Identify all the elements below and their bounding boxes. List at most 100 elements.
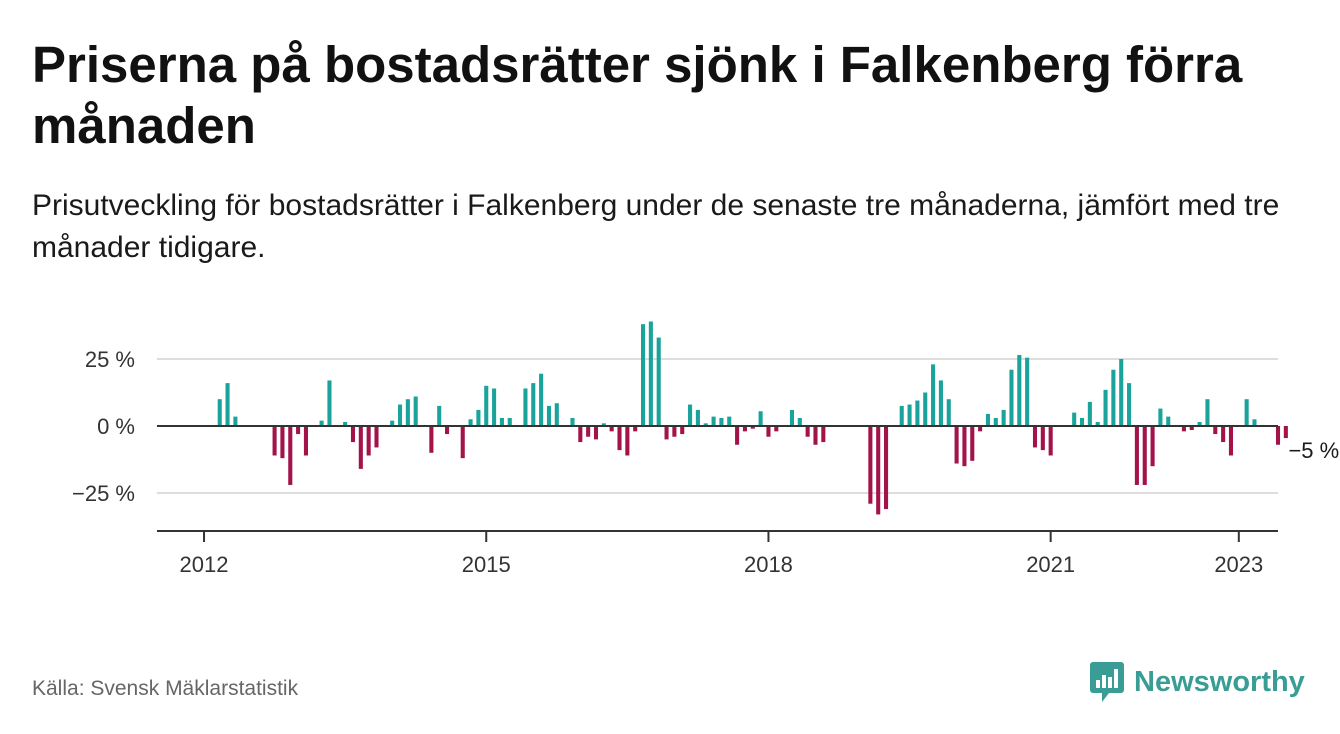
bar — [789, 409, 795, 426]
bar — [445, 426, 450, 435]
bar — [1095, 421, 1100, 426]
bar — [978, 426, 983, 432]
bar — [280, 426, 285, 459]
bar — [350, 426, 356, 443]
bar — [1150, 426, 1155, 467]
bar — [554, 403, 559, 426]
bar — [680, 426, 685, 435]
bar — [1142, 426, 1147, 485]
bar-chart-icon — [1090, 662, 1124, 702]
bar — [460, 426, 465, 459]
bar — [907, 404, 912, 426]
bar — [609, 426, 614, 432]
bar — [1087, 401, 1092, 426]
bar — [1252, 419, 1257, 426]
bar — [884, 426, 889, 510]
bar — [539, 373, 544, 426]
bars — [217, 321, 1288, 515]
bar — [397, 404, 403, 426]
bar — [570, 417, 575, 426]
bar — [1009, 369, 1014, 426]
bar — [931, 364, 936, 426]
axes — [157, 425, 1278, 542]
bar — [492, 388, 497, 426]
bar — [1119, 359, 1124, 426]
bar — [1221, 426, 1226, 443]
bar — [531, 383, 536, 426]
newsworthy-logo: Newsworthy — [1089, 660, 1305, 704]
bar — [774, 426, 779, 432]
bar — [476, 409, 481, 426]
bar — [876, 426, 881, 515]
y-tick-label: −25 % — [72, 481, 135, 506]
bar — [358, 426, 363, 469]
bar — [899, 405, 904, 426]
bar — [664, 426, 669, 440]
bar — [343, 421, 348, 426]
gridlines — [157, 358, 1278, 494]
bar — [468, 419, 473, 426]
bar — [962, 426, 967, 467]
bar — [1228, 426, 1234, 456]
bar — [288, 426, 293, 485]
bar — [672, 426, 677, 437]
bar — [523, 388, 528, 426]
bar — [327, 380, 332, 426]
bar — [915, 400, 920, 426]
bar — [758, 411, 763, 426]
bar — [695, 409, 700, 426]
bar — [797, 417, 802, 426]
bar — [1181, 426, 1186, 432]
bar — [217, 399, 222, 426]
bar — [1134, 426, 1139, 485]
bar — [225, 383, 230, 426]
bar — [923, 392, 928, 426]
y-tick-label: 0 % — [97, 414, 135, 439]
x-tick-label: 2015 — [462, 552, 511, 577]
bar — [727, 416, 732, 426]
bar — [546, 405, 551, 426]
bar — [374, 426, 379, 448]
bar — [993, 417, 998, 426]
bar — [938, 380, 943, 426]
bar — [1103, 389, 1108, 426]
bar — [617, 426, 622, 451]
bar — [437, 405, 442, 426]
bar — [868, 426, 873, 504]
bar — [1079, 417, 1085, 426]
bar — [1017, 354, 1022, 426]
bar — [656, 337, 661, 426]
bar — [1166, 416, 1171, 426]
chart-title: Priserna på bostadsrätter sjönk i Falken… — [32, 36, 1243, 154]
bar — [1283, 426, 1288, 439]
bar — [1025, 357, 1030, 426]
bar — [985, 413, 990, 426]
bar — [719, 417, 724, 426]
bar — [405, 399, 410, 426]
tick-labels: 25 % 0 % −25 % 2012 2015 2018 2021 2023 −5 % — [72, 347, 1339, 577]
bar — [233, 416, 238, 426]
bar — [319, 420, 324, 426]
bar — [484, 385, 489, 426]
bar — [507, 417, 512, 426]
x-tick-label: 2012 — [180, 552, 229, 577]
brand-name: Newsworthy — [1134, 665, 1305, 698]
bar — [296, 426, 301, 435]
bar — [711, 416, 716, 426]
bar — [640, 324, 646, 426]
bar — [750, 426, 755, 429]
bar — [303, 426, 308, 456]
bar — [703, 423, 708, 426]
bar — [688, 404, 693, 426]
bar — [1244, 399, 1249, 426]
bar — [272, 426, 277, 456]
bar — [648, 321, 653, 426]
chart-subtitle: Prisutveckling för bostadsrätter i Falke… — [32, 189, 1280, 264]
x-tick-label: 2018 — [744, 552, 793, 577]
bar — [1072, 412, 1077, 426]
bar — [586, 426, 591, 437]
bar — [1001, 409, 1006, 426]
bar — [1032, 426, 1038, 448]
source-note: Källa: Svensk Mäklarstatistik — [32, 677, 299, 700]
bar — [1158, 408, 1163, 426]
